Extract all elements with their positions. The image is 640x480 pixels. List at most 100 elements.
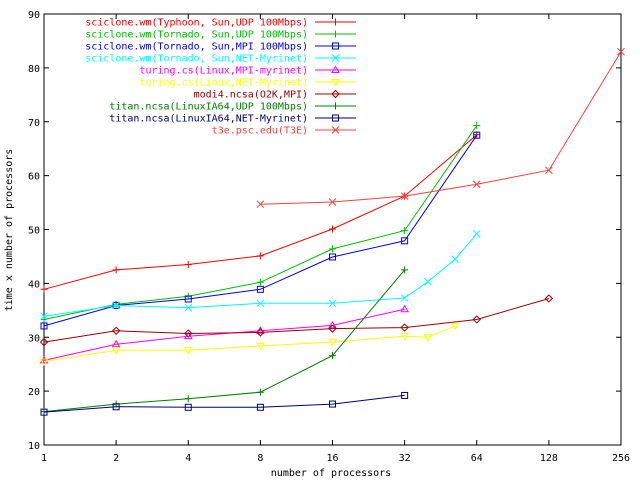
- series-line: [43, 308, 405, 361]
- data-point: [423, 277, 432, 286]
- y-tick-label: 20: [28, 387, 40, 398]
- data-point: [183, 347, 193, 355]
- series-line: [43, 325, 456, 362]
- data-point: [112, 301, 120, 310]
- data-point: [545, 166, 553, 175]
- data-point: [401, 237, 409, 245]
- series-line: [43, 298, 550, 343]
- data-point: [112, 403, 120, 411]
- data-point: [256, 342, 265, 351]
- x-tick-label: 256: [612, 453, 630, 464]
- data-point: [40, 408, 48, 416]
- data-point: [400, 304, 409, 313]
- data-point: [184, 403, 192, 411]
- legend-label: sciclone.wm(Tornado, Sun,UDP 100Mbps): [85, 30, 308, 41]
- data-point: [40, 312, 48, 321]
- data-point: [400, 333, 409, 341]
- data-point: [472, 315, 481, 324]
- legend: sciclone.wm(Typhoon, Sun,UDP 100Mbps)sci…: [85, 18, 356, 137]
- data-point: [329, 400, 336, 408]
- series-line: [43, 394, 405, 413]
- data-point: [111, 326, 121, 335]
- series-10: [256, 47, 625, 209]
- legend-label: sciclone.wm(Tornado, Sun,NET-Myrinet): [85, 54, 308, 65]
- data-point: [112, 300, 120, 308]
- data-point: [329, 245, 336, 253]
- data-point: [331, 54, 340, 62]
- series-7: [39, 294, 554, 347]
- series-line: [43, 134, 478, 290]
- y-axis-ticks: 10 20 30 40 50 60 70 80 90: [28, 10, 621, 452]
- y-tick-label: 90: [28, 10, 40, 21]
- y-tick-label: 70: [28, 118, 40, 129]
- series-line: [43, 125, 478, 320]
- data-point: [617, 47, 625, 56]
- legend-label: titan.ncsa(LinuxIA64,NET-Myrinet): [109, 114, 308, 125]
- data-point: [112, 266, 120, 274]
- data-point: [401, 227, 409, 235]
- series-line: [260, 51, 622, 205]
- data-point: [256, 328, 265, 337]
- series-6: [39, 322, 460, 366]
- data-point: [331, 89, 340, 99]
- series-3: [40, 131, 481, 330]
- data-point: [544, 294, 554, 303]
- data-point: [401, 391, 409, 399]
- data-point: [328, 299, 337, 308]
- series-line: [43, 134, 478, 327]
- data-point: [39, 337, 49, 347]
- data-point: [39, 355, 49, 364]
- y-tick-label: 30: [28, 333, 40, 344]
- data-point: [472, 229, 481, 238]
- legend-label: titan.ncsa(LinuxIA64,UDP 100Mbps): [109, 102, 308, 113]
- legend-label: turing.cs(Linux,MPI-myrinet): [139, 66, 308, 77]
- data-point: [256, 299, 265, 308]
- series-4: [40, 229, 481, 321]
- y-tick-label: 50: [28, 226, 40, 237]
- data-point: [111, 347, 121, 355]
- data-point: [400, 192, 409, 200]
- data-point: [256, 252, 264, 260]
- legend-label: turing.cs(Linux,NET-Myrinet): [139, 78, 308, 89]
- series-1: [40, 131, 481, 293]
- data-point: [473, 122, 481, 130]
- data-point: [332, 18, 339, 26]
- y-tick-label: 40: [28, 279, 40, 290]
- data-point: [332, 42, 339, 50]
- data-point: [473, 131, 481, 139]
- data-point: [184, 261, 192, 269]
- x-tick-label: 32: [399, 453, 411, 464]
- data-point: [329, 352, 336, 360]
- data-point: [40, 285, 48, 293]
- y-axis-label: time x number of processors: [4, 149, 15, 312]
- data-point: [256, 388, 264, 396]
- series-9: [40, 391, 409, 416]
- legend-label: sciclone.wm(Tornado, Sun,MPI 100Mbps): [85, 42, 308, 53]
- legend-label: modi4.ncsa(O2K,MPI): [194, 90, 308, 101]
- y-tick-label: 80: [28, 64, 40, 75]
- x-axis-label: number of processors: [271, 468, 391, 479]
- data-point: [332, 30, 339, 38]
- data-point: [256, 200, 265, 209]
- legend-label: t3e.psc.edu(T3E): [212, 126, 308, 137]
- data-point: [256, 403, 264, 411]
- x-tick-label: 64: [471, 453, 483, 464]
- data-point: [256, 285, 264, 293]
- data-point: [40, 315, 48, 323]
- data-point: [400, 323, 409, 332]
- data-point: [332, 114, 339, 122]
- series-2: [40, 122, 481, 323]
- x-tick-label: 8: [257, 453, 263, 464]
- data-point: [328, 198, 337, 206]
- data-point: [331, 126, 340, 134]
- x-tick-label: 4: [185, 453, 191, 464]
- data-point: [423, 334, 433, 342]
- x-tick-label: 2: [113, 453, 119, 464]
- data-point: [256, 278, 264, 286]
- data-point: [472, 180, 481, 189]
- y-tick-label: 10: [28, 441, 40, 452]
- x-tick-label: 16: [326, 453, 338, 464]
- data-point: [184, 303, 193, 312]
- data-point: [184, 295, 192, 303]
